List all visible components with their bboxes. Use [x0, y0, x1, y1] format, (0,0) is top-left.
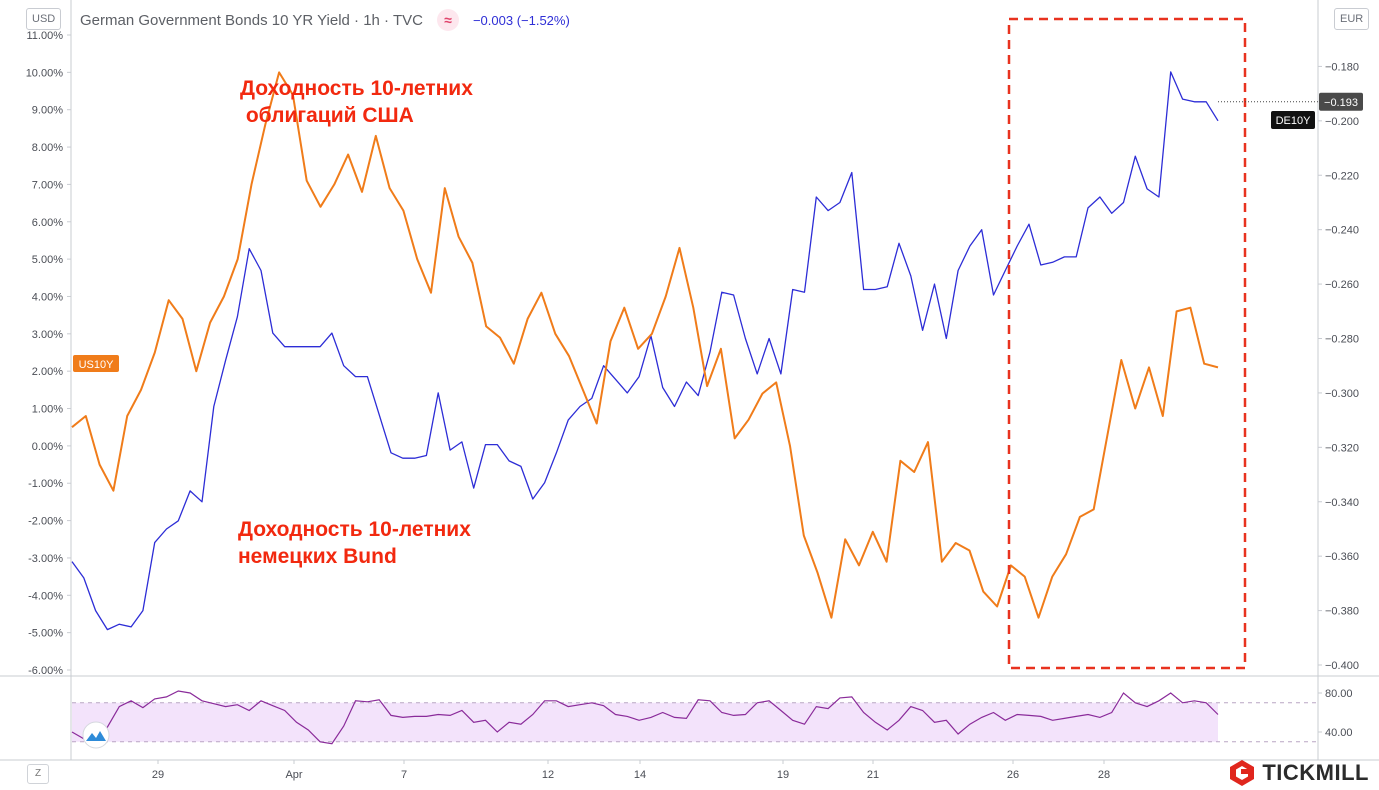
annotation-de: Доходность 10-летних немецких Bund	[238, 518, 471, 568]
chart-title: German Government Bonds 10 YR Yield · 1h…	[80, 11, 423, 29]
left-tick-label: 9.00%	[32, 105, 63, 117]
indicator-logo-shape	[86, 731, 106, 741]
left-currency-label[interactable]: USD	[26, 8, 62, 30]
us10y-tag-label: US10Y	[79, 359, 115, 371]
right-tick-label: −0.180	[1325, 61, 1359, 73]
tickmill-logo-icon	[1230, 760, 1255, 786]
indicator-tick-label: 80.00	[1325, 688, 1353, 700]
change-readout: −0.003 (−1.52%)	[472, 12, 570, 28]
time-tick-label: 26	[1007, 769, 1019, 781]
left-tick-label: -4.00%	[28, 590, 63, 602]
right-tick-label: −0.400	[1325, 660, 1359, 672]
left-tick-label: 0.00%	[32, 441, 63, 453]
time-tick-label: 21	[867, 769, 879, 781]
left-tick-label: 1.00%	[32, 404, 63, 416]
time-tick-label: 29	[152, 769, 164, 781]
annotation-us: Доходность 10-летних облигаций США	[240, 77, 473, 127]
right-tick-label: −0.300	[1325, 388, 1359, 400]
left-tick-label: 5.00%	[32, 254, 63, 266]
indicator-logo-icon	[82, 721, 110, 749]
left-tick-label: 4.00%	[32, 291, 63, 303]
indicator-tick-label: 40.00	[1325, 727, 1353, 739]
left-tick-label: -5.00%	[28, 628, 63, 640]
de10y-price-label: −0.193	[1324, 97, 1358, 109]
left-tick-label: 6.00%	[32, 217, 63, 229]
tickmill-logo: TICKMILL	[1228, 758, 1369, 788]
highlight-box	[1007, 17, 1247, 670]
tickmill-logo-text: TICKMILL	[1262, 760, 1369, 785]
de10y-tag	[1271, 111, 1315, 129]
right-tick-label: −0.200	[1325, 116, 1359, 128]
time-tick-label: Apr	[285, 769, 302, 781]
time-tick-label: 7	[401, 769, 407, 781]
series-line-us	[71, 71, 1219, 619]
de10y-tag-label: DE10Y	[1276, 115, 1312, 127]
indicator-band	[72, 702, 1218, 742]
left-tick-label: -6.00%	[28, 665, 63, 677]
time-tick-label: 14	[634, 769, 646, 781]
right-tick-label: −0.360	[1325, 551, 1359, 563]
left-tick-label: 11.00%	[27, 30, 64, 42]
right-tick-label: −0.340	[1325, 497, 1359, 509]
left-tick-label: -2.00%	[28, 516, 63, 528]
left-tick-label: 2.00%	[32, 366, 63, 378]
de10y-price-tag	[1319, 92, 1363, 111]
us10y-tag	[73, 355, 119, 372]
series-line-de	[71, 71, 1219, 631]
right-currency-label[interactable]: EUR	[1334, 8, 1370, 30]
right-tick-label: −0.220	[1325, 170, 1359, 182]
zoom-reset-button[interactable]: Z	[27, 764, 49, 784]
left-tick-label: 7.00%	[32, 179, 63, 191]
left-tick-label: 10.00%	[26, 67, 64, 79]
left-tick-label: -3.00%	[28, 553, 63, 565]
right-tick-label: −0.320	[1325, 442, 1359, 454]
right-tick-label: −0.380	[1325, 606, 1359, 618]
time-tick-label: 19	[777, 769, 789, 781]
right-tick-label: −0.260	[1325, 279, 1359, 291]
right-tick-label: −0.240	[1325, 225, 1359, 237]
approx-badge-icon[interactable]: ≈	[436, 9, 459, 31]
left-tick-label: -1.00%	[28, 478, 63, 490]
right-tick-label: −0.280	[1325, 334, 1359, 346]
chart-header: German Government Bonds 10 YR Yield · 1h…	[80, 9, 570, 31]
left-tick-label: 3.00%	[32, 329, 63, 341]
time-tick-label: 28	[1098, 769, 1110, 781]
left-tick-label: 8.00%	[32, 142, 63, 154]
indicator-line	[71, 690, 1219, 745]
time-tick-label: 12	[542, 769, 554, 781]
